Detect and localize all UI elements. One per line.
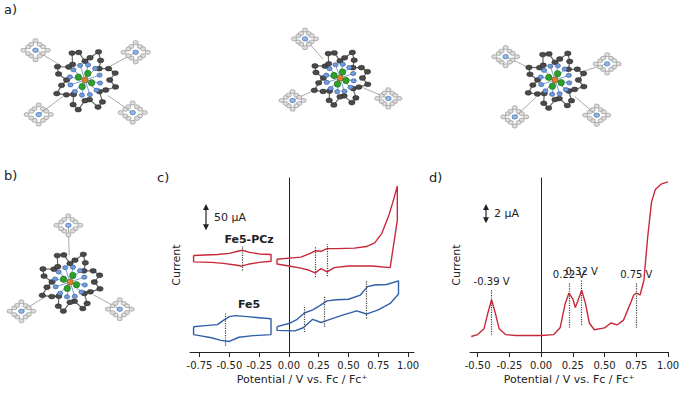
svg-text:Current: Current xyxy=(170,244,183,286)
svg-text:0.75 V: 0.75 V xyxy=(620,269,652,280)
svg-text:-0.50: -0.50 xyxy=(465,360,491,371)
svg-text:0.00: 0.00 xyxy=(530,360,552,371)
svg-text:0.32 V: 0.32 V xyxy=(566,266,598,277)
svg-text:0.25: 0.25 xyxy=(308,360,330,371)
svg-text:-0.75: -0.75 xyxy=(187,360,213,371)
svg-text:0.75: 0.75 xyxy=(367,360,389,371)
svg-text:0.75: 0.75 xyxy=(625,360,647,371)
svg-text:c): c) xyxy=(157,170,169,185)
svg-text:Current: Current xyxy=(450,244,463,286)
svg-text:0.50: 0.50 xyxy=(337,360,359,371)
svg-text:Fe5: Fe5 xyxy=(238,298,260,311)
svg-text:0.25: 0.25 xyxy=(562,360,584,371)
svg-text:1.00: 1.00 xyxy=(657,360,679,371)
svg-text:Fe5-PCz: Fe5-PCz xyxy=(224,233,273,246)
svg-text:-0.25: -0.25 xyxy=(246,360,272,371)
svg-text:a): a) xyxy=(4,2,17,17)
svg-text:-0.39 V: -0.39 V xyxy=(474,276,510,287)
svg-text:Potential / V vs. Fc / Fc⁺: Potential / V vs. Fc / Fc⁺ xyxy=(504,373,635,386)
svg-text:b): b) xyxy=(4,168,17,183)
svg-text:d): d) xyxy=(429,170,442,185)
svg-text:-0.25: -0.25 xyxy=(496,360,522,371)
svg-text:2 µA: 2 µA xyxy=(494,207,519,220)
svg-text:50 µA: 50 µA xyxy=(214,211,246,224)
svg-text:-0.50: -0.50 xyxy=(216,360,242,371)
svg-text:Potential / V vs. Fc / Fc⁺: Potential / V vs. Fc / Fc⁺ xyxy=(237,373,368,386)
svg-text:1.00: 1.00 xyxy=(397,360,419,371)
svg-text:0.00: 0.00 xyxy=(278,360,300,371)
svg-text:0.50: 0.50 xyxy=(593,360,615,371)
